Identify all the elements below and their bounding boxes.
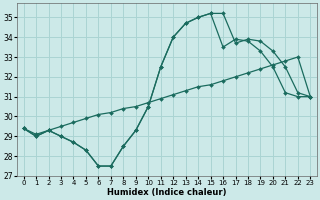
X-axis label: Humidex (Indice chaleur): Humidex (Indice chaleur)	[107, 188, 227, 197]
